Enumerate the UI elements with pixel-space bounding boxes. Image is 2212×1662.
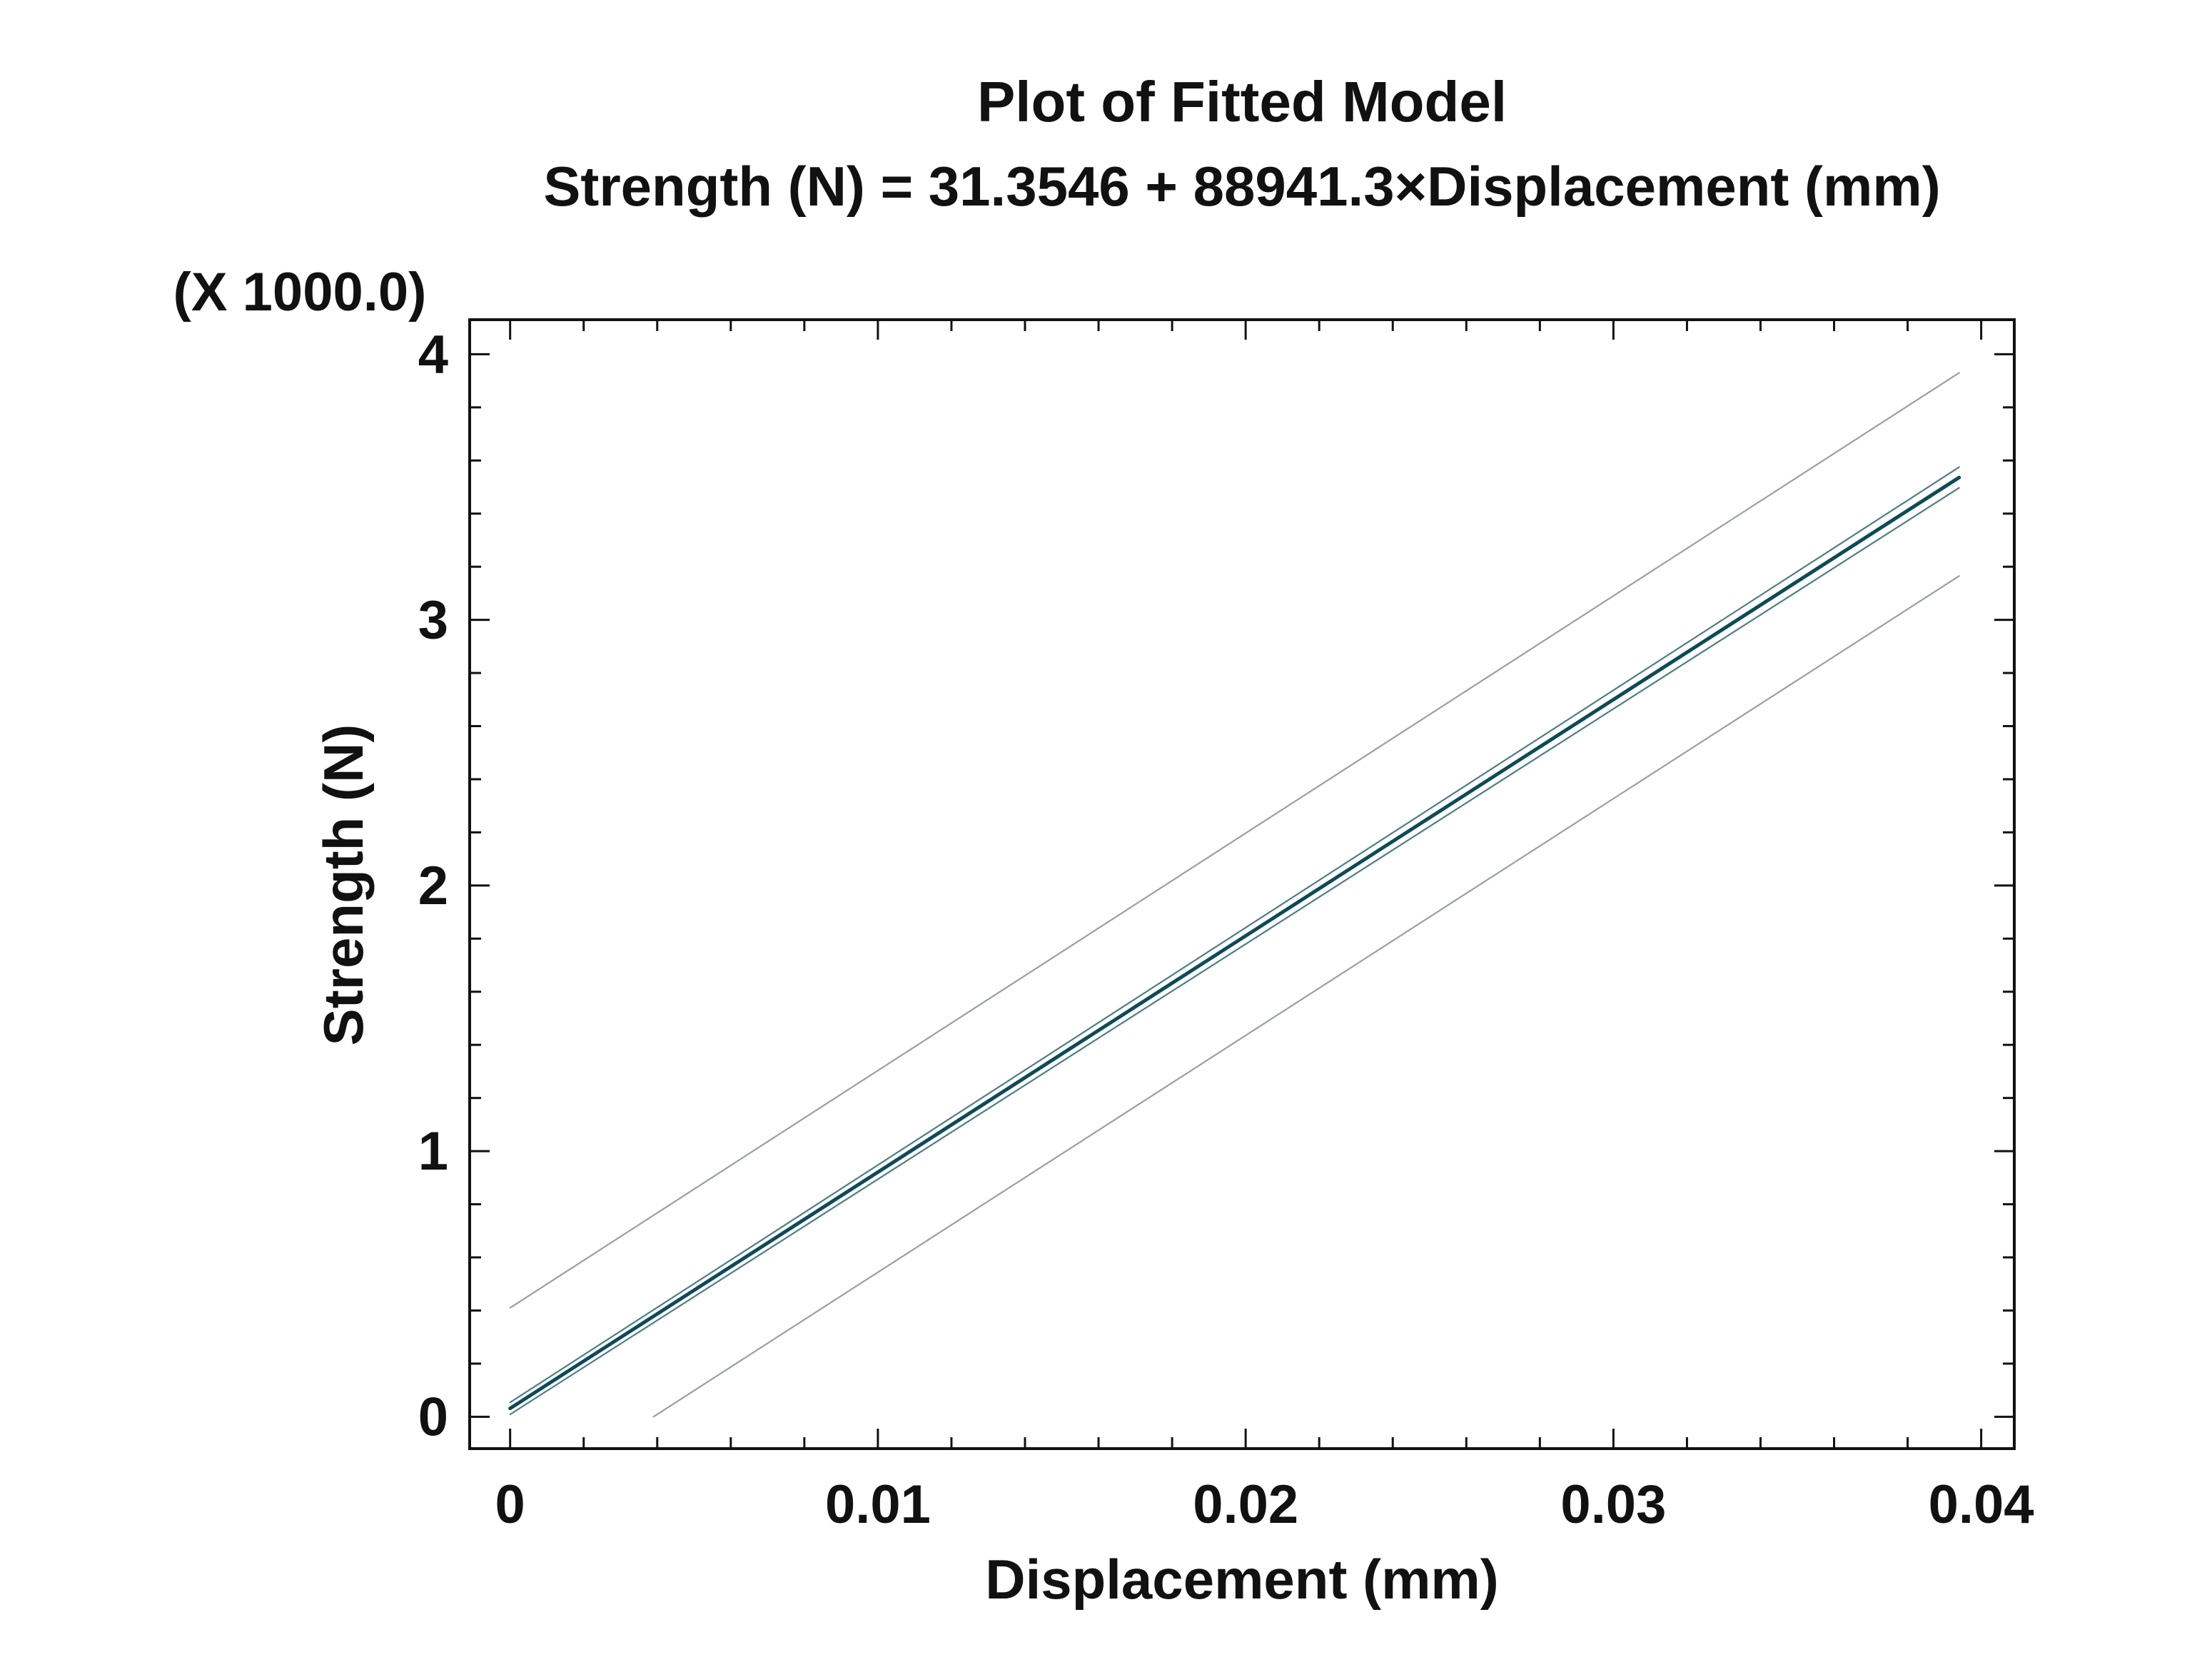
y-tick-label: 2 <box>418 856 448 916</box>
upper-prediction-limit-line <box>509 372 1960 1309</box>
y-axis-title: Strength (N) <box>312 724 375 1046</box>
chart-subtitle: Strength (N) = 31.3546 + 88941.3×Displac… <box>543 155 1940 218</box>
y-tick-label: 4 <box>418 324 448 385</box>
x-tick-label: 0.01 <box>825 1474 931 1535</box>
chart-title: Plot of Fitted Model <box>977 70 1507 133</box>
x-tick-label: 0.04 <box>1929 1474 2034 1535</box>
fitted-line-line <box>508 475 1961 1411</box>
lower-prediction-limit-line <box>652 575 1960 1418</box>
x-tick-label: 0.03 <box>1560 1474 1666 1535</box>
plot-layer: 0 0.01 0.02 0.03 0.04 0 1 2 3 4 <box>418 318 2034 1535</box>
lower-confidence-limit-line <box>509 487 1960 1416</box>
x-axis-title: Displacement (mm) <box>985 1548 1499 1611</box>
y-tick-label: 0 <box>418 1387 448 1447</box>
upper-confidence-limit-line <box>509 466 1960 1404</box>
plot-frame <box>468 318 2016 1450</box>
y-tick-label: 3 <box>418 590 448 651</box>
x-tick-label: 0 <box>495 1474 525 1535</box>
y-axis-multiplier: (X 1000.0) <box>173 262 427 323</box>
y-tick-label: 1 <box>418 1121 448 1182</box>
x-tick-label: 0.02 <box>1193 1474 1298 1535</box>
